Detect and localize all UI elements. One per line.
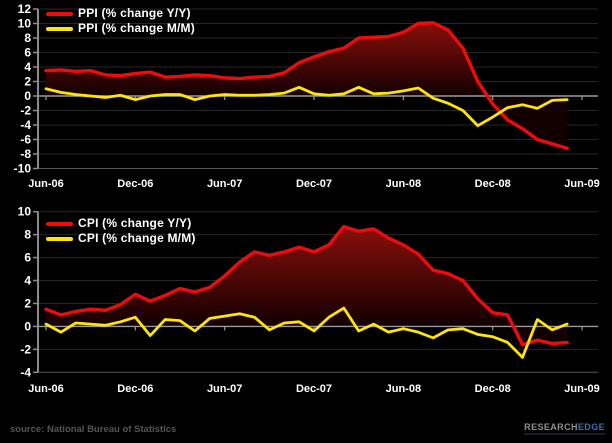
researchedge-logo: RESEARCHEDGE <box>524 422 605 435</box>
footer: source: National Bureau of Statistics RE… <box>0 418 612 443</box>
x-axis-label: Jun-07 <box>207 178 242 190</box>
logo-tagline-bar <box>524 433 605 435</box>
cpi-chart-svg: 10 8 6 4 2 0 -2 -4 Jun-06 Dec-06 Jun-07 Dec-07 Jun-0… <box>18 205 600 395</box>
y-axis-label: -8 <box>20 147 31 161</box>
y-axis-label: -6 <box>20 133 31 147</box>
ppi-mm-legend-label: PPI (% change M/M) <box>78 21 195 35</box>
y-axis-label: 4 <box>24 274 31 288</box>
y-axis-label: 0 <box>24 89 31 103</box>
y-axis-label: 10 <box>18 205 32 219</box>
y-axis-label: 6 <box>24 251 31 265</box>
cpi-yy-legend-label: CPI (% change Y/Y) <box>78 216 192 230</box>
x-axis-label: Dec-08 <box>475 383 511 395</box>
y-axis-label: -2 <box>20 104 31 118</box>
logo-edge-text: EDGE <box>577 422 605 432</box>
y-axis-label: 2 <box>24 296 31 310</box>
legend-row: PPI (% change M/M) <box>46 21 195 36</box>
x-axis-label: Dec-06 <box>117 178 153 190</box>
y-axis-label: 2 <box>24 75 31 89</box>
x-axis-label: Jun-08 <box>386 178 421 190</box>
ppi-yy-legend-swatch <box>46 11 73 16</box>
legend-row: PPI (% change Y/Y) <box>46 6 195 21</box>
y-axis-label: 12 <box>18 2 32 16</box>
x-axis-label: Dec-06 <box>117 383 153 395</box>
mm-series-line <box>44 85 569 128</box>
y-axis-label: 8 <box>24 31 31 45</box>
yy-area-fill <box>46 22 568 149</box>
x-axis-label: Jun-06 <box>28 383 63 395</box>
legend-row: CPI (% change M/M) <box>46 231 196 246</box>
ppi-legend: PPI (% change Y/Y) PPI (% change M/M) <box>46 6 195 36</box>
ppi-mm-legend-swatch <box>46 26 73 31</box>
mm-series-line <box>44 306 569 359</box>
y-axis-label: 4 <box>24 60 31 74</box>
cpi-mm-legend-swatch <box>46 236 73 241</box>
logo-research-text: RESEARCH <box>524 422 578 432</box>
y-axis-label: 8 <box>24 228 31 242</box>
cpi-legend: CPI (% change Y/Y) CPI (% change M/M) <box>46 216 196 246</box>
y-axis-label: -4 <box>20 365 31 379</box>
y-axis-label: 6 <box>24 46 31 60</box>
legend-row: CPI (% change Y/Y) <box>46 216 196 231</box>
x-axis-label: Jun-09 <box>564 178 599 190</box>
y-axis-label: -2 <box>20 342 31 356</box>
y-axis-label: -10 <box>14 162 32 176</box>
ppi-yy-legend-label: PPI (% change Y/Y) <box>78 6 191 20</box>
x-axis-label: Jun-09 <box>564 383 599 395</box>
yy-area-fill <box>46 226 568 345</box>
yy-series-line <box>44 224 569 347</box>
x-axis-label: Jun-06 <box>28 178 63 190</box>
x-axis-label: Jun-08 <box>386 383 421 395</box>
cpi-mm-legend-label: CPI (% change M/M) <box>78 231 196 245</box>
source-note: source: National Bureau of Statistics <box>10 424 177 435</box>
x-axis-label: Dec-07 <box>296 178 332 190</box>
y-axis-label: 10 <box>18 17 32 31</box>
cpi-yy-legend-swatch <box>46 221 73 226</box>
x-axis-label: Dec-08 <box>475 178 511 190</box>
yy-series-line <box>44 21 569 150</box>
ppi-chart-section: 12 10 8 6 4 2 0 -2 -4 -6 -8 -10 Jun-06 Dec-06 Jun-07 De… <box>0 0 612 196</box>
y-axis-label: -4 <box>20 118 31 132</box>
cpi-chart-section: 10 8 6 4 2 0 -2 -4 Jun-06 Dec-06 Jun-07 Dec-07 Jun-0… <box>0 200 612 400</box>
x-axis-label: Jun-07 <box>207 383 242 395</box>
y-axis-label: 0 <box>24 319 31 333</box>
x-axis-label: Dec-07 <box>296 383 332 395</box>
